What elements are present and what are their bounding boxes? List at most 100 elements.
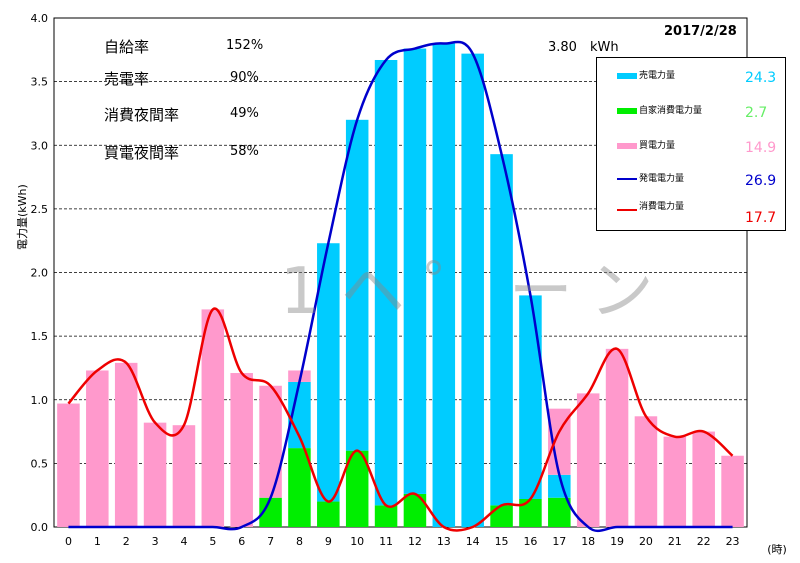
x-tick-label: 22 <box>697 535 711 548</box>
bar-sell <box>288 381 311 449</box>
x-tick-label: 19 <box>610 535 624 548</box>
bar-self-consumption <box>374 505 398 527</box>
legend-total-generation: 26.9 <box>745 173 777 189</box>
x-tick-label: 2 <box>123 535 130 548</box>
bar-self-consumption <box>519 499 542 527</box>
y-tick-label: 2.5 <box>31 203 49 216</box>
legend-swatch-sell <box>617 73 637 79</box>
legend-swatch-consumption <box>617 209 637 211</box>
legend-item-sell: 売電力量 24.3 <box>597 66 785 86</box>
x-tick-label: 0 <box>65 535 72 548</box>
stat-value-night-purchase: 58% <box>230 144 259 159</box>
legend-label-generation: 発電電力量 <box>639 174 685 184</box>
legend-swatch-self <box>617 108 637 114</box>
bar-buy <box>86 370 109 527</box>
y-axis-label: 電力量(kWh) <box>16 184 29 250</box>
bar-self-consumption <box>403 493 427 527</box>
y-tick-label: 0.0 <box>31 521 49 534</box>
legend-item-self: 自家消費電力量 2.7 <box>597 101 785 121</box>
bar-buy <box>288 370 311 382</box>
y-tick-label: 3.5 <box>31 76 49 89</box>
x-tick-label: 18 <box>581 535 595 548</box>
kwh-readout: 3.80 kWh <box>548 40 619 55</box>
stat-value-sell-rate: 90% <box>230 70 259 85</box>
y-tick-label: 1.5 <box>31 330 49 343</box>
x-tick-label: 13 <box>437 535 451 548</box>
y-tick-label: 4.0 <box>31 12 49 25</box>
legend-label-sell: 売電力量 <box>639 71 676 81</box>
x-tick-label: 9 <box>325 535 332 548</box>
legend-item-consumption: 消費電力量 17.7 <box>597 200 785 226</box>
bar-buy <box>201 309 225 527</box>
x-tick-label: 16 <box>523 535 537 548</box>
bar-self-consumption <box>259 497 282 527</box>
x-tick-label: 11 <box>379 535 393 548</box>
bar-self-consumption <box>288 448 311 527</box>
x-tick-label: 8 <box>296 535 303 548</box>
x-tick-label: 4 <box>180 535 187 548</box>
stat-label-self-sufficiency: 自給率 <box>104 38 150 56</box>
x-tick-label: 14 <box>466 535 480 548</box>
x-tick-label: 3 <box>152 535 159 548</box>
y-tick-label: 1.0 <box>31 394 49 407</box>
bar-self-consumption <box>345 450 369 527</box>
bar-buy <box>172 425 196 527</box>
bar-buy <box>143 422 167 527</box>
bar-buy <box>634 416 658 527</box>
bar-sell <box>519 295 542 500</box>
bar-sell <box>403 48 427 494</box>
x-tick-label: 1 <box>94 535 101 548</box>
x-tick-label: 15 <box>495 535 509 548</box>
legend-item-buy: 買電力量 14.9 <box>597 136 785 156</box>
bar-buy <box>57 403 80 527</box>
x-tick-label: 23 <box>726 535 740 548</box>
x-tick-label: 6 <box>238 535 245 548</box>
bar-self-consumption <box>317 501 340 527</box>
x-tick-label: 12 <box>408 535 422 548</box>
legend-label-self: 自家消費電力量 <box>639 106 703 116</box>
stat-label-night-purchase: 買電夜間率 <box>104 144 180 162</box>
x-tick-label: 5 <box>209 535 216 548</box>
bar-buy <box>548 408 571 475</box>
bar-buy <box>259 385 282 498</box>
legend-label-buy: 買電力量 <box>639 141 676 151</box>
bar-sell <box>317 243 340 502</box>
legend-total-sell: 24.3 <box>745 70 777 86</box>
x-tick-label: 17 <box>552 535 566 548</box>
chart-date: 2017/2/28 <box>664 24 737 39</box>
legend-total-buy: 14.9 <box>745 140 777 156</box>
bar-buy <box>114 362 138 527</box>
x-tick-label: 7 <box>267 535 274 548</box>
x-tick-label: 20 <box>639 535 653 548</box>
stat-label-sell-rate: 売電率 <box>104 70 150 88</box>
bar-self-consumption <box>490 505 513 527</box>
stat-label-night-consumption: 消費夜間率 <box>104 106 180 124</box>
bar-self-consumption <box>548 497 571 527</box>
watermark-text: 1ヘ゜ーン <box>280 255 674 329</box>
line-consumption <box>67 307 734 532</box>
x-axis-unit: (時) <box>767 543 787 556</box>
legend-item-generation: 発電電力量 26.9 <box>597 169 785 189</box>
legend-total-self: 2.7 <box>745 105 768 121</box>
legend-total-consumption: 17.7 <box>745 210 777 226</box>
bar-sell <box>345 119 369 451</box>
bar-sell <box>374 59 398 506</box>
bar-buy <box>692 431 715 527</box>
bar-sell <box>461 53 484 527</box>
legend: 売電力量 24.3 自家消費電力量 2.7 買電力量 14.9 発電電力量 26… <box>596 57 786 231</box>
legend-label-consumption: 消費電力量 <box>639 202 685 212</box>
bar-buy <box>721 455 744 527</box>
bar-buy <box>663 436 687 527</box>
bar-buy <box>230 373 253 527</box>
legend-swatch-buy <box>617 143 637 149</box>
stat-value-self-sufficiency: 152% <box>226 38 264 53</box>
x-tick-label: 10 <box>350 535 364 548</box>
bar-sell <box>432 43 456 527</box>
bar-buy <box>605 348 629 527</box>
bar-buy <box>576 393 600 527</box>
x-tick-label: 21 <box>668 535 682 548</box>
y-tick-label: 0.5 <box>31 457 49 470</box>
bar-sell <box>490 154 513 506</box>
legend-swatch-generation <box>617 178 637 180</box>
y-tick-label: 2.0 <box>31 267 49 280</box>
